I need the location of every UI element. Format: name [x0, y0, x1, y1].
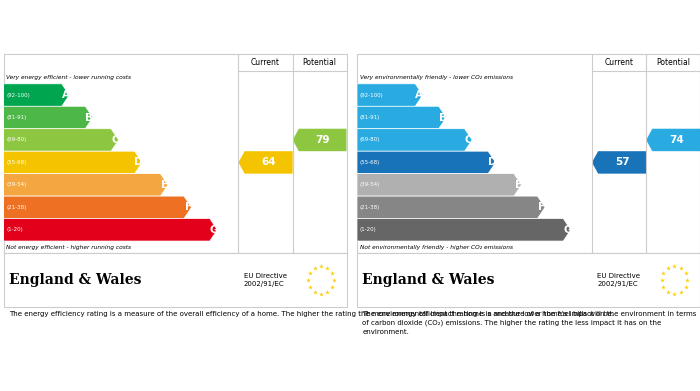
Text: (92-100): (92-100) [360, 93, 384, 97]
Polygon shape [239, 151, 293, 174]
Text: D: D [488, 158, 496, 167]
Text: England & Wales: England & Wales [8, 273, 141, 287]
Text: E: E [514, 180, 522, 190]
Text: Current: Current [251, 58, 280, 67]
Text: 79: 79 [316, 135, 330, 145]
Text: EU Directive
2002/91/EC: EU Directive 2002/91/EC [244, 273, 286, 287]
Text: A: A [415, 90, 424, 100]
Text: (55-68): (55-68) [6, 160, 27, 165]
Text: Potential: Potential [656, 58, 690, 67]
Text: Very energy efficient - lower running costs: Very energy efficient - lower running co… [6, 75, 131, 80]
Text: (21-38): (21-38) [6, 205, 27, 210]
Polygon shape [4, 219, 217, 241]
Text: (1-20): (1-20) [360, 227, 377, 232]
Polygon shape [592, 151, 646, 174]
Text: (55-68): (55-68) [360, 160, 380, 165]
Text: 64: 64 [261, 158, 276, 167]
Text: (69-80): (69-80) [6, 138, 27, 142]
Polygon shape [357, 84, 423, 106]
Text: (21-38): (21-38) [360, 205, 380, 210]
Polygon shape [4, 174, 168, 196]
Text: The energy efficiency rating is a measure of the overall efficiency of a home. T: The energy efficiency rating is a measur… [8, 311, 614, 317]
Text: E: E [161, 180, 168, 190]
Text: (39-54): (39-54) [6, 182, 27, 187]
Text: B: B [439, 113, 447, 122]
Text: (1-20): (1-20) [6, 227, 23, 232]
Text: (92-100): (92-100) [6, 93, 30, 97]
Polygon shape [646, 129, 700, 151]
Text: 57: 57 [615, 158, 629, 167]
Text: Current: Current [605, 58, 634, 67]
Text: (81-91): (81-91) [360, 115, 380, 120]
Polygon shape [357, 106, 447, 129]
Text: The environmental impact rating is a measure of a home's impact on the environme: The environmental impact rating is a mea… [362, 311, 696, 335]
Polygon shape [357, 129, 472, 151]
Text: England & Wales: England & Wales [362, 273, 495, 287]
Polygon shape [4, 129, 118, 151]
Text: Not energy efficient - higher running costs: Not energy efficient - higher running co… [6, 244, 131, 249]
Text: EU Directive
2002/91/EC: EU Directive 2002/91/EC [597, 273, 640, 287]
Polygon shape [293, 129, 346, 151]
Text: G: G [210, 225, 218, 235]
Text: C: C [111, 135, 119, 145]
Text: (39-54): (39-54) [360, 182, 380, 187]
Text: F: F [185, 203, 192, 212]
Text: Potential: Potential [302, 58, 337, 67]
Text: Energy Efficiency Rating: Energy Efficiency Rating [8, 22, 153, 32]
Text: D: D [134, 158, 143, 167]
Polygon shape [357, 196, 545, 219]
Polygon shape [4, 84, 69, 106]
Polygon shape [4, 106, 93, 129]
Text: Not environmentally friendly - higher CO₂ emissions: Not environmentally friendly - higher CO… [360, 244, 512, 249]
Text: Environmental Impact (CO₂) Rating: Environmental Impact (CO₂) Rating [362, 22, 568, 32]
Polygon shape [357, 174, 522, 196]
Text: (69-80): (69-80) [360, 138, 380, 142]
Text: B: B [85, 113, 93, 122]
Text: G: G [564, 225, 572, 235]
Polygon shape [4, 196, 192, 219]
Text: A: A [62, 90, 70, 100]
Text: C: C [465, 135, 472, 145]
Text: F: F [538, 203, 545, 212]
Polygon shape [357, 151, 496, 174]
Text: (81-91): (81-91) [6, 115, 27, 120]
Text: Very environmentally friendly - lower CO₂ emissions: Very environmentally friendly - lower CO… [360, 75, 512, 80]
Polygon shape [4, 151, 142, 174]
Text: 74: 74 [668, 135, 683, 145]
Polygon shape [357, 219, 570, 241]
